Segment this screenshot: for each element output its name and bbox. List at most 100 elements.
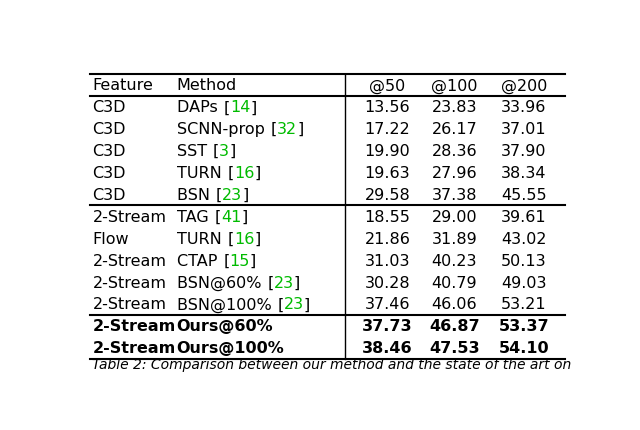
Text: 39.61: 39.61 [501, 209, 547, 224]
Text: ]: ] [254, 231, 260, 246]
Text: 2-Stream: 2-Stream [92, 275, 166, 290]
Text: Ours@100%: Ours@100% [177, 341, 284, 356]
Text: 46.06: 46.06 [431, 297, 477, 312]
Text: 31.03: 31.03 [365, 253, 410, 268]
Text: C3D: C3D [92, 187, 126, 203]
Text: [: [ [223, 100, 230, 115]
Text: 19.90: 19.90 [365, 144, 410, 159]
Text: [: [ [228, 231, 234, 246]
Text: ]: ] [297, 122, 303, 137]
Text: 45.55: 45.55 [501, 187, 547, 203]
Text: 23: 23 [273, 275, 294, 290]
Text: Ours@60%: Ours@60% [177, 319, 273, 334]
Text: 37.73: 37.73 [362, 319, 413, 334]
Text: 3: 3 [220, 144, 229, 159]
Text: 2-Stream: 2-Stream [92, 209, 166, 224]
Text: 37.01: 37.01 [501, 122, 547, 137]
Text: 28.36: 28.36 [431, 144, 477, 159]
Text: 37.90: 37.90 [501, 144, 547, 159]
Text: [: [ [223, 100, 230, 115]
Text: TURN: TURN [177, 231, 227, 246]
Text: 17.22: 17.22 [365, 122, 410, 137]
Text: 13.56: 13.56 [365, 100, 410, 115]
Text: Table 2: Comparison between our method and the state of the art on: Table 2: Comparison between our method a… [92, 357, 572, 372]
Text: 37.38: 37.38 [432, 187, 477, 203]
Text: ]: ] [254, 166, 260, 181]
Text: SST: SST [177, 144, 212, 159]
Text: C3D: C3D [92, 144, 126, 159]
Text: 46.87: 46.87 [429, 319, 480, 334]
Text: 18.55: 18.55 [365, 209, 410, 224]
Text: 27.96: 27.96 [431, 166, 477, 181]
Text: 50.13: 50.13 [501, 253, 547, 268]
Text: 30.28: 30.28 [365, 275, 410, 290]
Text: 40.23: 40.23 [432, 253, 477, 268]
Text: 40.79: 40.79 [431, 275, 477, 290]
Text: C3D: C3D [92, 122, 126, 137]
Text: DAPs: DAPs [177, 100, 223, 115]
Text: [: [ [216, 187, 222, 203]
Text: [: [ [228, 166, 234, 181]
Text: Feature: Feature [92, 78, 153, 93]
Text: 19.63: 19.63 [365, 166, 410, 181]
Text: 29.58: 29.58 [365, 187, 410, 203]
Text: [: [ [268, 275, 273, 290]
Text: [: [ [223, 253, 230, 268]
Text: 31.89: 31.89 [431, 231, 477, 246]
Text: 2-Stream: 2-Stream [92, 319, 175, 334]
Text: CTAP: CTAP [177, 253, 222, 268]
Text: ]: ] [250, 253, 256, 268]
Text: [: [ [214, 209, 221, 224]
Text: 2-Stream: 2-Stream [92, 341, 175, 356]
Text: ]: ] [241, 209, 248, 224]
Text: BSN: BSN [177, 187, 215, 203]
Text: ]: ] [242, 187, 248, 203]
Text: 29.00: 29.00 [431, 209, 477, 224]
Text: 33.96: 33.96 [501, 100, 547, 115]
Text: TURN: TURN [177, 166, 227, 181]
Text: 26.17: 26.17 [431, 122, 477, 137]
Text: [: [ [228, 166, 234, 181]
Text: @100: @100 [431, 78, 477, 93]
Text: [: [ [268, 275, 273, 290]
Text: 32: 32 [277, 122, 297, 137]
Text: SCNN-prop: SCNN-prop [177, 122, 269, 137]
Text: [: [ [223, 253, 230, 268]
Text: C3D: C3D [92, 100, 126, 115]
Text: ]: ] [304, 297, 310, 312]
Text: 49.03: 49.03 [501, 275, 547, 290]
Text: 47.53: 47.53 [429, 341, 480, 356]
Text: ]: ] [250, 100, 257, 115]
Text: 14: 14 [230, 100, 250, 115]
Text: TAG: TAG [177, 209, 214, 224]
Text: [: [ [213, 144, 220, 159]
Text: Method: Method [177, 78, 237, 93]
Text: 16: 16 [234, 231, 254, 246]
Text: 37.46: 37.46 [365, 297, 410, 312]
Text: 38.46: 38.46 [362, 341, 413, 356]
Text: 54.10: 54.10 [499, 341, 549, 356]
Text: 23.83: 23.83 [432, 100, 477, 115]
Text: 16: 16 [234, 166, 254, 181]
Text: @50: @50 [369, 78, 406, 93]
Text: [: [ [213, 144, 220, 159]
Text: 43.02: 43.02 [501, 231, 547, 246]
Text: [: [ [214, 209, 221, 224]
Text: @200: @200 [500, 78, 547, 93]
Text: [: [ [278, 297, 284, 312]
Text: [: [ [271, 122, 277, 137]
Text: 41: 41 [221, 209, 241, 224]
Text: BSN@60%: BSN@60% [177, 275, 266, 290]
Text: 2-Stream: 2-Stream [92, 297, 166, 312]
Text: 21.86: 21.86 [365, 231, 410, 246]
Text: [: [ [228, 231, 234, 246]
Text: Flow: Flow [92, 231, 129, 246]
Text: BSN@100%: BSN@100% [177, 297, 276, 312]
Text: 53.37: 53.37 [499, 319, 549, 334]
Text: ]: ] [229, 144, 236, 159]
Text: 53.21: 53.21 [501, 297, 547, 312]
Text: [: [ [278, 297, 284, 312]
Text: 38.34: 38.34 [501, 166, 547, 181]
Text: C3D: C3D [92, 166, 126, 181]
Text: ]: ] [294, 275, 300, 290]
